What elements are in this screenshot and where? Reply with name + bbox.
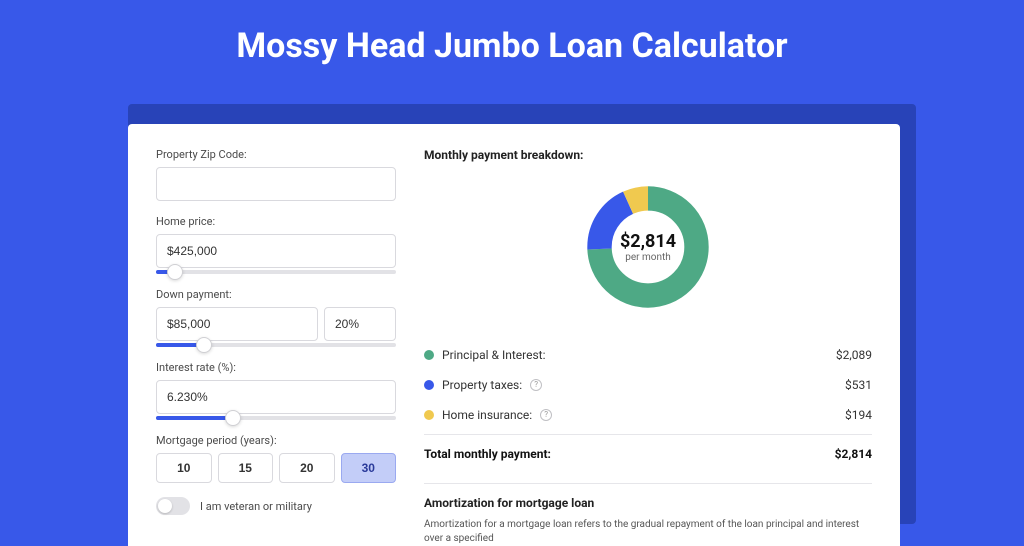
field-mortgage-period: Mortgage period (years): 10152030 — [156, 434, 396, 483]
donut-chart-wrap: $2,814 per month — [424, 172, 872, 322]
down-payment-slider[interactable] — [156, 343, 396, 347]
page-title: Mossy Head Jumbo Loan Calculator — [0, 0, 1024, 84]
down-payment-percent-input[interactable] — [324, 307, 396, 341]
period-option-20[interactable]: 20 — [279, 453, 335, 483]
calculator-card: Property Zip Code: Home price: Down paym… — [128, 124, 900, 546]
total-label: Total monthly payment: — [424, 447, 551, 461]
legend-value: $194 — [845, 408, 872, 422]
period-option-10[interactable]: 10 — [156, 453, 212, 483]
down-payment-amount-input[interactable] — [156, 307, 318, 341]
period-option-30[interactable]: 30 — [341, 453, 397, 483]
period-option-15[interactable]: 15 — [218, 453, 274, 483]
legend-row: Property taxes:? $531 — [424, 370, 872, 400]
home-price-label: Home price: — [156, 215, 396, 228]
interest-rate-slider[interactable] — [156, 416, 396, 420]
total-row: Total monthly payment: $2,814 — [424, 439, 872, 469]
zip-label: Property Zip Code: — [156, 148, 396, 161]
home-price-slider[interactable] — [156, 270, 396, 274]
veteran-toggle[interactable] — [156, 497, 190, 515]
field-zip: Property Zip Code: — [156, 148, 396, 201]
divider — [424, 434, 872, 435]
down-payment-label: Down payment: — [156, 288, 396, 301]
amortization-block: Amortization for mortgage loan Amortizat… — [424, 483, 872, 546]
legend-label: Property taxes: — [442, 378, 522, 392]
slider-thumb[interactable] — [225, 410, 241, 426]
legend-value: $531 — [845, 378, 872, 392]
slider-thumb[interactable] — [167, 264, 183, 280]
legend-label: Principal & Interest: — [442, 348, 546, 362]
legend-row: Home insurance:? $194 — [424, 400, 872, 430]
amortization-title: Amortization for mortgage loan — [424, 496, 872, 510]
legend-label: Home insurance: — [442, 408, 532, 422]
donut-amount: $2,814 — [620, 231, 676, 252]
field-home-price: Home price: — [156, 215, 396, 274]
amortization-text: Amortization for a mortgage loan refers … — [424, 518, 872, 546]
donut-chart: $2,814 per month — [584, 183, 712, 311]
veteran-toggle-row: I am veteran or military — [156, 497, 396, 515]
legend-dot — [424, 380, 434, 390]
donut-center: $2,814 per month — [584, 183, 712, 311]
toggle-knob — [158, 499, 172, 513]
legend-dot — [424, 350, 434, 360]
field-interest-rate: Interest rate (%): — [156, 361, 396, 420]
interest-rate-input[interactable] — [156, 380, 396, 414]
breakdown-column: Monthly payment breakdown: $2,814 per mo… — [424, 148, 872, 546]
form-column: Property Zip Code: Home price: Down paym… — [156, 148, 396, 546]
slider-thumb[interactable] — [196, 337, 212, 353]
veteran-toggle-label: I am veteran or military — [200, 500, 312, 513]
mortgage-period-label: Mortgage period (years): — [156, 434, 396, 447]
legend-value: $2,089 — [836, 348, 872, 362]
interest-rate-label: Interest rate (%): — [156, 361, 396, 374]
legend-row: Principal & Interest: $2,089 — [424, 340, 872, 370]
legend-dot — [424, 410, 434, 420]
breakdown-title: Monthly payment breakdown: — [424, 148, 872, 162]
total-value: $2,814 — [835, 447, 872, 461]
home-price-input[interactable] — [156, 234, 396, 268]
legend: Principal & Interest: $2,089 Property taxe… — [424, 340, 872, 430]
info-icon[interactable]: ? — [530, 379, 542, 391]
donut-sub: per month — [625, 252, 671, 263]
zip-input[interactable] — [156, 167, 396, 201]
info-icon[interactable]: ? — [540, 409, 552, 421]
field-down-payment: Down payment: — [156, 288, 396, 347]
